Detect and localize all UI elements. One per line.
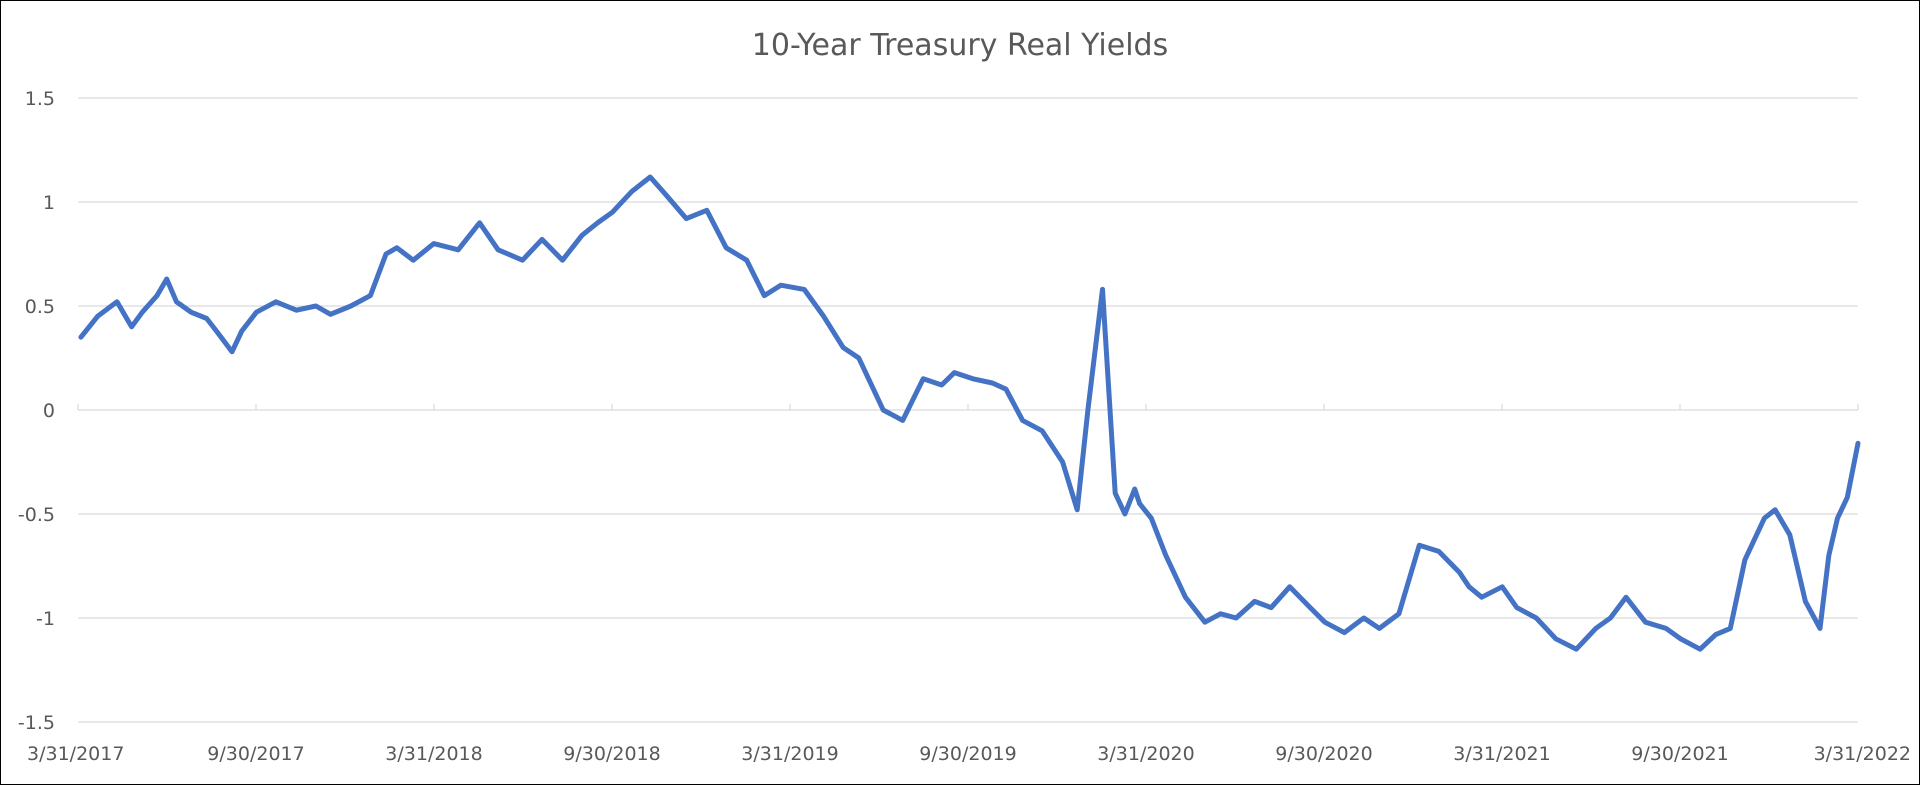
x-tick-label: 9/30/2018	[563, 743, 660, 765]
y-tick-label: 1	[43, 192, 55, 214]
x-tick-label: 3/31/2019	[741, 743, 838, 765]
x-tick-label: 3/31/2020	[1097, 743, 1194, 765]
x-tick-label: 9/30/2019	[919, 743, 1016, 765]
axes: 1.5 1 0.5 0 -0.5 -1 -1.5 3/31/2017 9/30/2017 3/31…	[18, 88, 1911, 765]
x-tick-label: 3/31/2017	[27, 743, 124, 765]
y-tick-label: -1	[36, 608, 55, 630]
x-tick-label: 9/30/2020	[1275, 743, 1372, 765]
y-tick-label: 0	[43, 400, 55, 422]
x-tick-label: 3/31/2022	[1814, 743, 1911, 765]
y-tick-label: 1.5	[25, 88, 55, 110]
x-tick-label: 3/31/2021	[1453, 743, 1550, 765]
series-layer	[78, 174, 1861, 652]
x-tick-label: 9/30/2021	[1631, 743, 1728, 765]
gridlines	[78, 97, 1858, 723]
x-tick-label: 3/31/2018	[385, 743, 482, 765]
chart-title: 10-Year Treasury Real Yields	[752, 28, 1168, 63]
x-tick-label: 9/30/2017	[207, 743, 304, 765]
y-tick-label: -1.5	[18, 712, 55, 734]
y-tick-label: -0.5	[18, 504, 55, 526]
y-tick-label: 0.5	[25, 296, 55, 318]
series-line	[78, 174, 1861, 652]
